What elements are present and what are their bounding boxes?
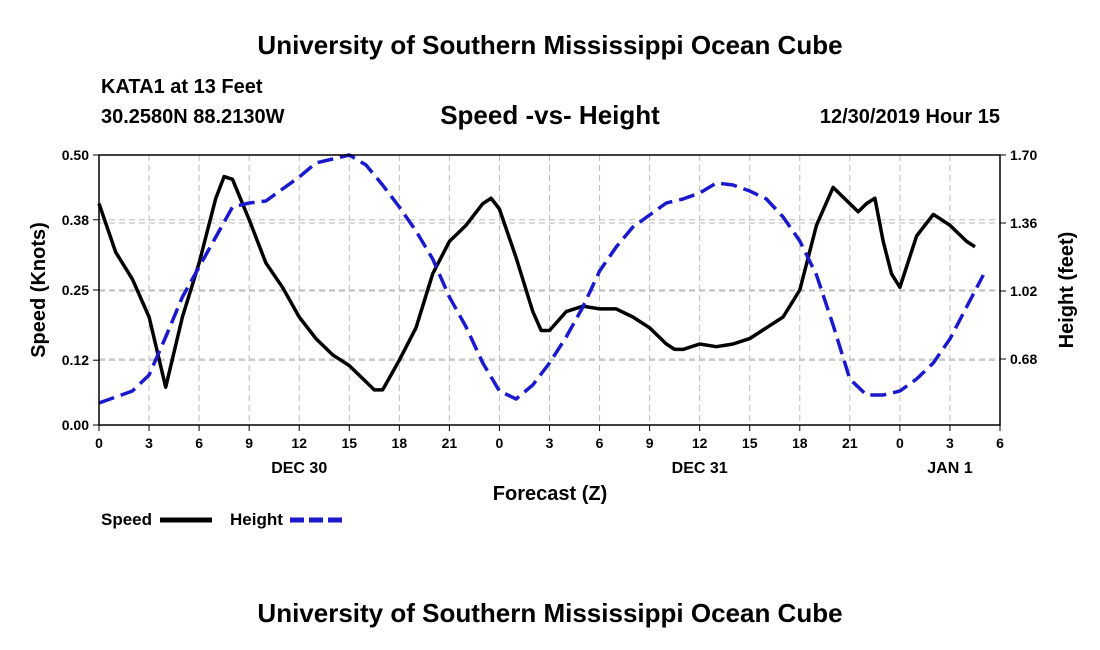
y-left-tick-label: 0.12 <box>62 352 89 368</box>
page-title: University of Southern Mississippi Ocean… <box>257 30 843 60</box>
x-tick-label: 15 <box>742 435 758 451</box>
x-tick-label: 21 <box>842 435 858 451</box>
x-tick-label: 6 <box>996 435 1004 451</box>
x-tick-label: 0 <box>95 435 103 451</box>
x-tick-label: 15 <box>341 435 357 451</box>
y-right-tick-label: 0.68 <box>1010 351 1037 367</box>
x-tick-label: 12 <box>291 435 307 451</box>
grid <box>99 154 1000 425</box>
y-axis-left-title: Speed (Knots) <box>28 222 50 358</box>
legend-height-label: Height <box>230 510 283 529</box>
legend: Speed Height <box>101 510 342 529</box>
y-left-tick-label: 0.25 <box>62 282 89 298</box>
forecast-timestamp: 12/30/2019 Hour 15 <box>819 106 1000 128</box>
x-day-label: DEC 31 <box>672 460 728 477</box>
x-tick-label: 12 <box>692 435 708 451</box>
station-label: KATA1 at 13 Feet <box>101 76 263 98</box>
series-layer <box>97 153 985 405</box>
x-axis-title: Forecast (Z) <box>493 483 607 505</box>
chart-title: Speed -vs- Height <box>440 100 660 130</box>
y-axis-right-title: Height (feet) <box>1056 232 1078 349</box>
station-coordinates: 30.2580N 88.2130W <box>101 106 285 128</box>
x-day-label: DEC 30 <box>271 460 327 477</box>
x-tick-label: 18 <box>392 435 408 451</box>
x-tick-label: 9 <box>646 435 654 451</box>
x-tick-label: 9 <box>245 435 253 451</box>
x-tick-label: 3 <box>946 435 954 451</box>
y-left-tick-label: 0.00 <box>62 417 89 433</box>
x-day-label: JAN 1 <box>927 460 972 477</box>
x-tick-label: 0 <box>896 435 904 451</box>
y-left-tick-label: 0.38 <box>62 212 89 228</box>
y-right-tick-label: 1.36 <box>1010 215 1037 231</box>
footer-title: University of Southern Mississippi Ocean… <box>257 598 843 628</box>
y-right-tick-label: 1.70 <box>1010 147 1037 163</box>
x-tick-label: 18 <box>792 435 808 451</box>
legend-speed-label: Speed <box>101 510 152 529</box>
y-right-tick-label: 1.02 <box>1010 283 1037 299</box>
tick-layer: 0 3 6 9 12 15 18 21 0 3 6 9 12 15 18 21 0 3 6 DEC 30 DEC 31 J… <box>62 147 1038 477</box>
x-tick-label: 3 <box>145 435 153 451</box>
series-line-height <box>98 153 985 405</box>
y-left-tick-label: 0.50 <box>62 147 89 163</box>
x-tick-label: 6 <box>596 435 604 451</box>
x-tick-label: 21 <box>442 435 458 451</box>
x-tick-label: 3 <box>546 435 554 451</box>
x-tick-label: 6 <box>195 435 203 451</box>
x-tick-label: 0 <box>496 435 504 451</box>
series-line-speed <box>97 174 976 392</box>
